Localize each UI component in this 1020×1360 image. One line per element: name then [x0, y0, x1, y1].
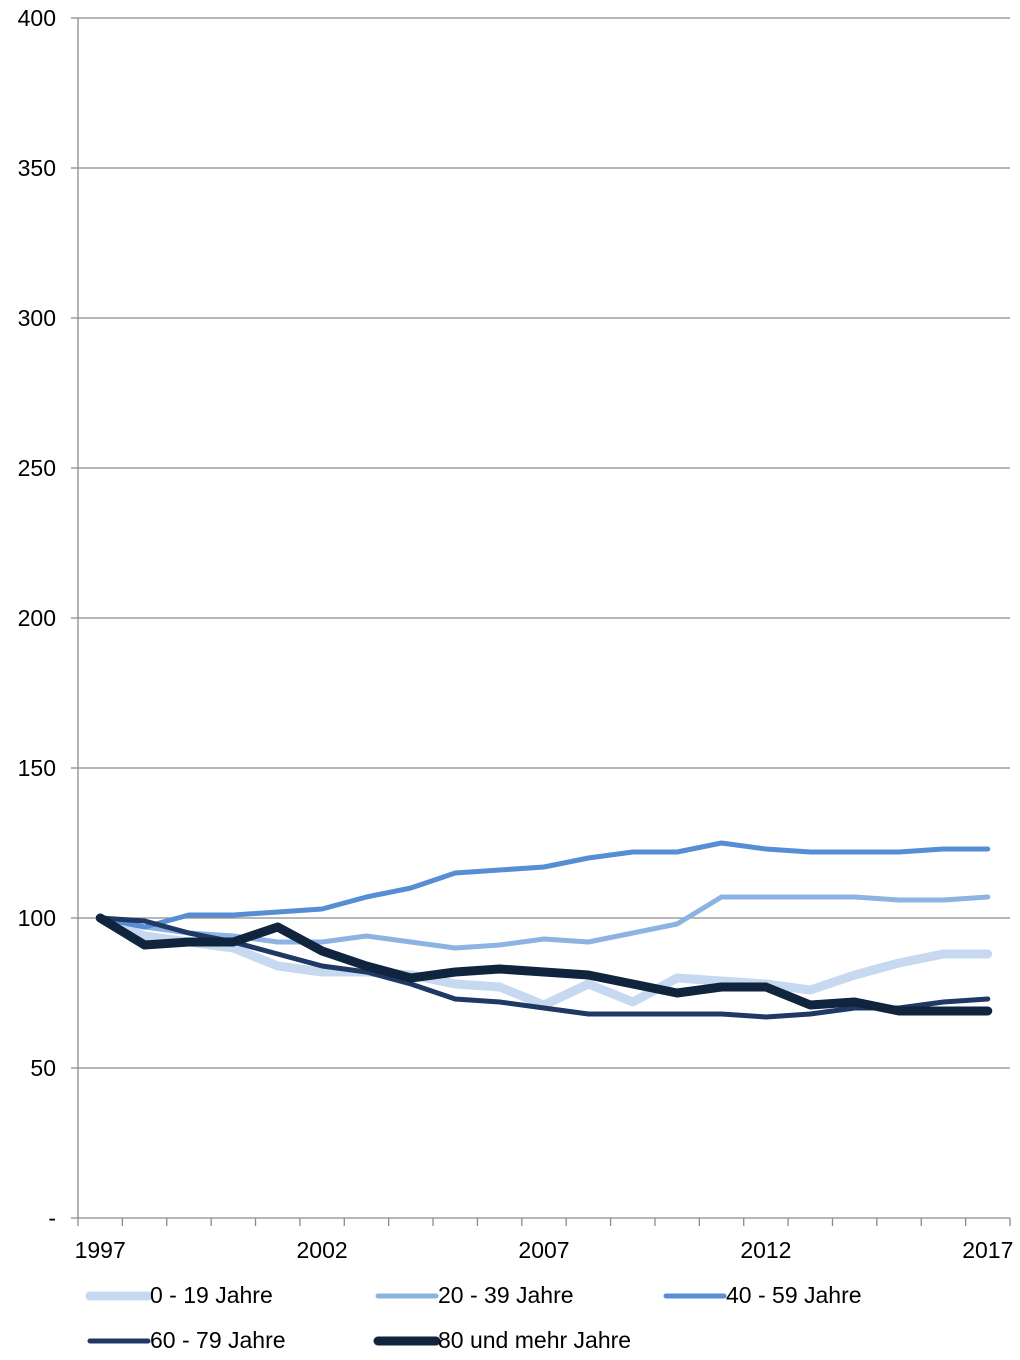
x-tick-label: 2017: [962, 1237, 1013, 1263]
gridlines: [78, 17, 1010, 1069]
y-tick-label: 50: [30, 1055, 56, 1081]
x-tick-label: 2007: [518, 1237, 569, 1263]
series-lines: [95, 840, 993, 1020]
y-tick-label: 350: [18, 155, 56, 181]
legend-label: 80 und mehr Jahre: [438, 1327, 631, 1353]
y-tick-label: 300: [18, 305, 56, 331]
x-axis-ticks: 1997 2002 2007 2012 2017: [75, 1218, 1013, 1263]
legend: 0 - 19 Jahre 20 - 39 Jahre 40 - 59 Jahre 60…: [85, 1282, 862, 1353]
series-line-1: [95, 913, 993, 1010]
y-tick-label: 250: [18, 455, 56, 481]
series-line-5: [95, 913, 993, 1016]
y-tick-label: -: [48, 1205, 56, 1231]
x-tick-label: 1997: [75, 1237, 126, 1263]
legend-label: 20 - 39 Jahre: [438, 1282, 574, 1308]
y-tick-label: 200: [18, 605, 56, 631]
legend-label: 60 - 79 Jahre: [150, 1327, 286, 1353]
y-tick-label: 150: [18, 755, 56, 781]
y-axis-ticks: - 50 100 150 200 250 300 350 400: [18, 5, 78, 1231]
series-line-3: [97, 840, 991, 930]
y-tick-label: 400: [18, 5, 56, 31]
y-tick-label: 100: [18, 905, 56, 931]
legend-label: 0 - 19 Jahre: [150, 1282, 273, 1308]
legend-label: 40 - 59 Jahre: [726, 1282, 862, 1308]
series-line-4: [97, 915, 991, 1020]
x-tick-label: 2012: [740, 1237, 791, 1263]
x-tick-label: 2002: [297, 1237, 348, 1263]
